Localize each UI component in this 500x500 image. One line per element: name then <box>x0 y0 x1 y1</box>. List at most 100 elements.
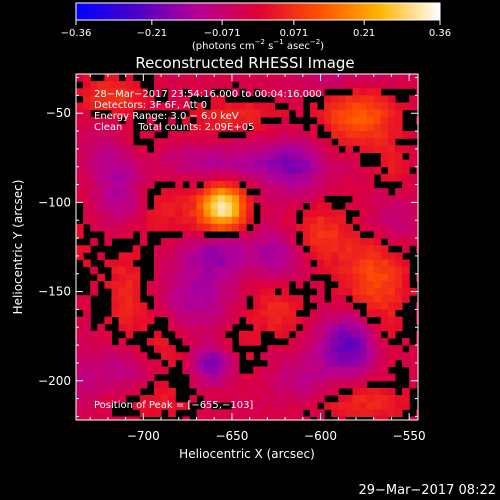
heatmap-cell <box>295 416 304 420</box>
heatmap-cell <box>196 416 205 420</box>
heatmap-cell <box>423 302 431 310</box>
heatmap-cell <box>189 295 198 303</box>
heatmap-cell <box>352 323 361 332</box>
heatmap-cell <box>161 152 169 161</box>
heatmap-cell <box>239 188 247 196</box>
heatmap-cell <box>387 373 396 382</box>
heatmap-cell <box>146 181 155 189</box>
heatmap-cell <box>402 402 410 410</box>
heatmap-cell <box>161 209 169 218</box>
heatmap-cell <box>153 216 162 225</box>
heatmap-cell <box>153 309 162 318</box>
heatmap-cell <box>175 316 183 325</box>
heatmap-cell <box>423 88 431 96</box>
heatmap-cell <box>423 267 431 275</box>
heatmap-cell <box>239 216 247 225</box>
heatmap-cell <box>409 202 417 211</box>
heatmap-cell <box>210 109 219 118</box>
heatmap-cell <box>309 409 318 418</box>
heatmap-cell <box>182 202 191 211</box>
heatmap-cell <box>366 116 375 125</box>
heatmap-cell <box>203 216 212 225</box>
heatmap-cell <box>239 102 247 111</box>
heatmap-cell <box>210 152 219 161</box>
heatmap-cell <box>373 273 382 282</box>
heatmap-cell <box>267 109 276 118</box>
heatmap-cell <box>168 409 176 418</box>
heatmap-cell <box>217 123 226 132</box>
heatmap-cell <box>302 173 311 182</box>
heatmap-cell <box>288 416 297 420</box>
heatmap-cell <box>409 209 417 218</box>
heatmap-cell <box>288 302 297 311</box>
heatmap-cell <box>345 152 354 161</box>
heatmap-cell <box>125 380 134 389</box>
heatmap-cell <box>90 380 98 389</box>
heatmap-cell <box>267 402 276 410</box>
heatmap-cell <box>324 223 332 232</box>
heatmap-cell <box>246 195 254 204</box>
heatmap-cell <box>125 81 134 89</box>
heatmap-cell <box>281 395 290 403</box>
heatmap-cell <box>338 309 346 318</box>
heatmap-cell <box>83 373 91 382</box>
heatmap-cell <box>132 173 141 182</box>
heatmap-cell <box>168 102 176 111</box>
heatmap-cell <box>352 409 361 418</box>
heatmap-cell <box>352 202 361 211</box>
heatmap-cell <box>125 387 134 396</box>
heatmap-cell <box>402 395 410 403</box>
heatmap-cell <box>239 380 247 389</box>
heatmap-cell <box>161 173 169 182</box>
heatmap-cell <box>146 316 155 325</box>
y-axis-label: Heliocentric Y (arcsec) <box>11 180 25 315</box>
heatmap-cell <box>203 309 212 318</box>
heatmap-cell <box>90 409 98 418</box>
heatmap-cell <box>281 188 290 196</box>
heatmap-cell <box>359 288 368 296</box>
heatmap-cell <box>267 366 276 375</box>
heatmap-cell <box>267 245 276 253</box>
heatmap-cell <box>260 387 268 396</box>
heatmap-cell <box>168 323 176 332</box>
heatmap-cell <box>387 116 396 125</box>
heatmap-cell <box>302 259 311 268</box>
heatmap-cell <box>366 74 375 82</box>
heatmap-cell <box>281 359 290 368</box>
heatmap-cell <box>231 387 240 396</box>
heatmap-cell <box>288 166 297 175</box>
heatmap-cell <box>366 223 375 232</box>
heatmap-cell <box>331 266 339 275</box>
heatmap-cell <box>182 273 191 282</box>
heatmap-cell <box>90 424 98 432</box>
heatmap-cell <box>111 230 120 239</box>
heatmap-cell <box>281 288 290 296</box>
heatmap-cell <box>345 352 354 360</box>
heatmap-cell <box>125 373 134 382</box>
heatmap-cell <box>196 373 205 382</box>
heatmap-cell <box>373 352 382 360</box>
heatmap-cell <box>132 209 141 218</box>
heatmap-cell <box>146 102 155 111</box>
heatmap-cell <box>316 373 325 382</box>
heatmap-cell <box>288 81 297 89</box>
heatmap-cell <box>76 316 84 325</box>
heatmap-cell <box>175 424 183 432</box>
heatmap-cell <box>316 252 325 261</box>
heatmap-cell <box>153 145 162 154</box>
heatmap-cell <box>366 273 375 282</box>
heatmap-cell <box>217 288 226 296</box>
heatmap-cell <box>97 202 105 211</box>
heatmap-cell <box>111 424 119 432</box>
heatmap-cell <box>104 395 113 403</box>
heatmap-cell <box>260 302 268 311</box>
heatmap-cell <box>153 245 162 253</box>
heatmap-cell <box>189 345 198 353</box>
heatmap-cell <box>210 81 219 89</box>
heatmap-cell <box>324 230 332 239</box>
heatmap-cell <box>153 409 162 418</box>
heatmap-cell <box>338 295 346 303</box>
heatmap-cell <box>203 323 212 332</box>
heatmap-cell <box>118 295 127 303</box>
heatmap-cell <box>281 216 290 225</box>
